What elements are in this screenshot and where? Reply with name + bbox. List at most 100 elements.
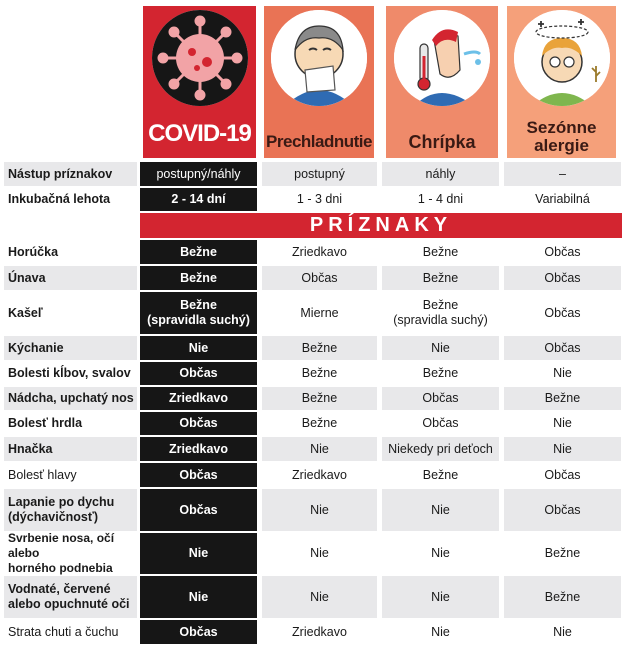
cold-value: Zriedkavo — [292, 244, 347, 259]
row-label: Hnačka — [4, 437, 137, 461]
covid-value: Nie — [140, 576, 257, 618]
row-label: Kýchanie — [4, 336, 137, 360]
allergy-value: Občas — [504, 266, 621, 290]
allergy-value: Občas — [544, 305, 581, 320]
cold-column-header: Prechladnutie — [264, 6, 374, 158]
cold-value: Nie — [310, 546, 329, 560]
row-label: Strata chuti a čuchu — [8, 624, 119, 639]
cold-value: Bežne — [262, 336, 377, 360]
flu-value: Bežne — [422, 244, 459, 259]
flu-value: Občas — [382, 387, 499, 410]
table-row: Vodnaté, červené alebo opuchnuté oči Nie… — [0, 576, 622, 618]
flu-value: Niekedy pri deťoch — [382, 437, 499, 461]
row-label: Bolesti kĺbov, svalov — [8, 366, 131, 380]
allergy-value: Občas — [504, 336, 621, 360]
table-row: Lapanie po dychu (dýchavičnosť) Občas Ni… — [0, 489, 622, 531]
flu-value: Nie — [382, 336, 499, 360]
flu-value: Nie — [431, 624, 450, 639]
allergy-value: Občas — [544, 467, 581, 482]
row-label: Nástup príznakov — [4, 162, 137, 186]
table-row: Bolesti kĺbov, svalov Občas Bežne Bežne … — [0, 362, 622, 385]
allergy-value: Nie — [553, 366, 572, 380]
table-row: Nádcha, upchatý nos Zriedkavo Bežne Obča… — [0, 387, 622, 410]
allergy-value: Občas — [544, 244, 581, 259]
row-label: Vodnaté, červené alebo opuchnuté oči — [4, 576, 137, 618]
cold-value: Zriedkavo — [292, 467, 347, 482]
row-label: Nádcha, upchatý nos — [4, 387, 137, 410]
covid-value: Zriedkavo — [140, 387, 257, 410]
table-row: Horúčka Bežne Zriedkavo Bežne Občas — [0, 240, 622, 264]
covid-value: Bežne — [140, 240, 257, 264]
allergy-value: Bežne — [544, 546, 581, 560]
covid-column-header: COVID-19 — [143, 6, 256, 158]
flu-title: Chrípka — [408, 132, 476, 152]
allergy-title-line1: Sezónne — [526, 118, 597, 137]
cold-value: Bežne — [262, 387, 377, 410]
cold-value: Nie — [262, 576, 377, 618]
row-label: Horúčka — [8, 244, 59, 259]
cold-value: postupný — [262, 162, 377, 186]
cold-value: Zriedkavo — [292, 624, 347, 639]
flu-value: Bežne — [382, 266, 499, 290]
table-row: Svrbenie nosa, očí alebo horného podnebi… — [0, 531, 622, 575]
allergy-title: Sezónne alergie — [507, 119, 616, 155]
table-row: Bolesť hrdla Občas Bežne Občas Nie — [0, 412, 622, 435]
cold-value: Nie — [262, 489, 377, 531]
cold-value: Bežne — [301, 366, 338, 380]
covid-value: Nie — [140, 533, 257, 574]
allergy-value: Bežne — [504, 387, 621, 410]
row-label: Únava — [4, 266, 137, 290]
flu-value: Nie — [431, 546, 450, 560]
covid-value: 2 - 14 dní — [140, 188, 257, 211]
allergy-value: Bežne — [504, 576, 621, 618]
allergy-person-icon — [513, 10, 610, 106]
cold-value: Občas — [262, 266, 377, 290]
flu-value: Bežne — [422, 467, 459, 482]
row-label: Svrbenie nosa, očí alebo horného podnebi… — [8, 531, 115, 575]
table-row: Kýchanie Nie Bežne Nie Občas — [0, 336, 622, 360]
flu-value: Bežne — [422, 366, 459, 380]
allergy-value: – — [504, 162, 621, 186]
cold-value: Bežne — [301, 416, 338, 430]
row-label: Lapanie po dychu (dýchavičnosť) — [4, 489, 137, 531]
cold-value: Nie — [262, 437, 377, 461]
covid-value: postupný/náhly — [140, 162, 257, 186]
flu-value: 1 - 4 dni — [417, 192, 464, 206]
row-label: Inkubačná lehota — [8, 192, 111, 206]
allergy-value: Občas — [504, 489, 621, 531]
flu-value: Bežne (spravidla suchý) — [393, 298, 488, 327]
row-label: Bolesť hlavy — [8, 467, 77, 482]
covid-value: Občas — [140, 412, 257, 435]
cold-value: Mierne — [300, 305, 339, 320]
section-band-spacer — [4, 213, 137, 238]
table-row: Inkubačná lehota 2 - 14 dní 1 - 3 dni 1 … — [0, 188, 622, 211]
allergy-value: Nie — [553, 624, 572, 639]
flu-column-header: Chrípka — [386, 6, 498, 158]
table-row: Únava Bežne Občas Bežne Občas — [0, 266, 622, 290]
sneezing-person-icon — [271, 10, 367, 106]
flu-value: Nie — [382, 489, 499, 531]
covid-value: Občas — [140, 362, 257, 385]
table-row: Strata chuti a čuchu Občas Zriedkavo Nie… — [0, 620, 622, 644]
covid-value: Občas — [140, 463, 257, 487]
table-row: Bolesť hlavy Občas Zriedkavo Bežne Občas — [0, 463, 622, 487]
covid-value: Občas — [140, 620, 257, 644]
table-row: Kašeľ Bežne (spravidla suchý) Mierne Bež… — [0, 292, 622, 334]
covid-value: Občas — [140, 489, 257, 531]
table-row: Nástup príznakov postupný/náhly postupný… — [0, 162, 622, 186]
flu-value: náhly — [382, 162, 499, 186]
covid-value: Nie — [140, 336, 257, 360]
allergy-value: Nie — [504, 437, 621, 461]
section-title: PRÍZNAKY — [140, 213, 622, 238]
allergy-value: Nie — [553, 416, 572, 430]
row-label: Kašeľ — [8, 305, 43, 320]
allergy-value: Variabilná — [535, 192, 590, 206]
covid-title: COVID-19 — [148, 120, 252, 147]
fever-person-icon — [394, 10, 490, 106]
covid-value: Bežne (spravidla suchý) — [140, 292, 257, 334]
row-label: Bolesť hrdla — [8, 416, 83, 430]
virus-icon — [151, 10, 248, 106]
allergy-title-line2: alergie — [534, 136, 589, 155]
covid-value: Zriedkavo — [140, 437, 257, 461]
